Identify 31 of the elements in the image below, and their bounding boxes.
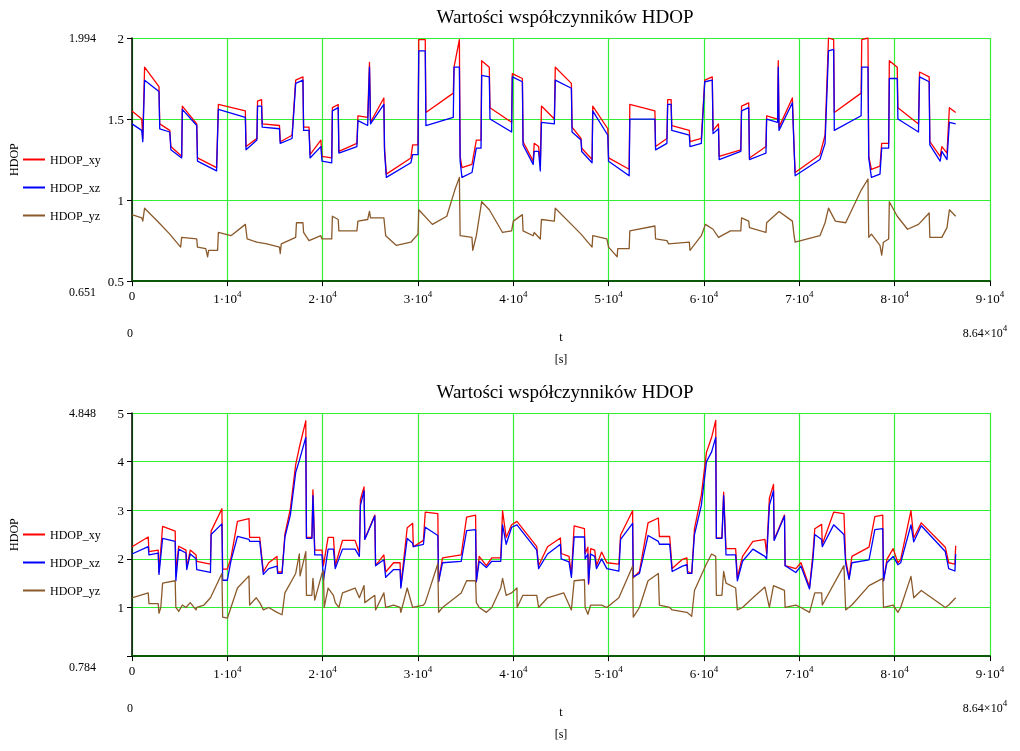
- y-axis-title: HDOP: [7, 142, 21, 176]
- text: 4.848: [69, 406, 96, 420]
- legend-label: HDOP_xy: [50, 527, 101, 542]
- line-series: [131, 176, 957, 258]
- legend-label: HDOP_xy: [50, 152, 101, 167]
- chart-title: Wartości współczynników HDOP: [436, 381, 694, 402]
- x-axis-title: t [s]: [554, 330, 568, 366]
- y-tick-label: 4: [117, 454, 125, 470]
- legend-label: HDOP_xz: [50, 555, 100, 570]
- y-tick-label: 5: [117, 405, 124, 421]
- text: 0: [127, 326, 133, 340]
- x-tick-label: 0: [128, 663, 136, 679]
- text: 0.651: [69, 285, 96, 299]
- legend-label: HDOP_yz: [50, 583, 100, 598]
- y-tick-label: 1: [117, 192, 124, 208]
- text: 0.784: [69, 660, 96, 674]
- y-axis-title: HDOP: [7, 517, 21, 551]
- y-tick-label: 1: [117, 599, 124, 615]
- y-tick-label: 0.5: [107, 273, 124, 289]
- legend-label: HDOP_xz: [50, 180, 100, 195]
- y-tick-label: 3: [117, 502, 124, 518]
- x-axis-title: t [s]: [554, 705, 568, 741]
- text: 0: [127, 701, 133, 715]
- x-tick-label: 0: [128, 288, 136, 304]
- y-tick-label: 2: [117, 551, 124, 567]
- y-tick-label: 1.5: [107, 111, 124, 127]
- line-series: [131, 550, 957, 619]
- y-tick-label: 2: [117, 30, 124, 46]
- legend-label: HDOP_yz: [50, 208, 100, 223]
- text: 1.994: [69, 31, 96, 45]
- chart-title: Wartości współczynników HDOP: [436, 6, 694, 27]
